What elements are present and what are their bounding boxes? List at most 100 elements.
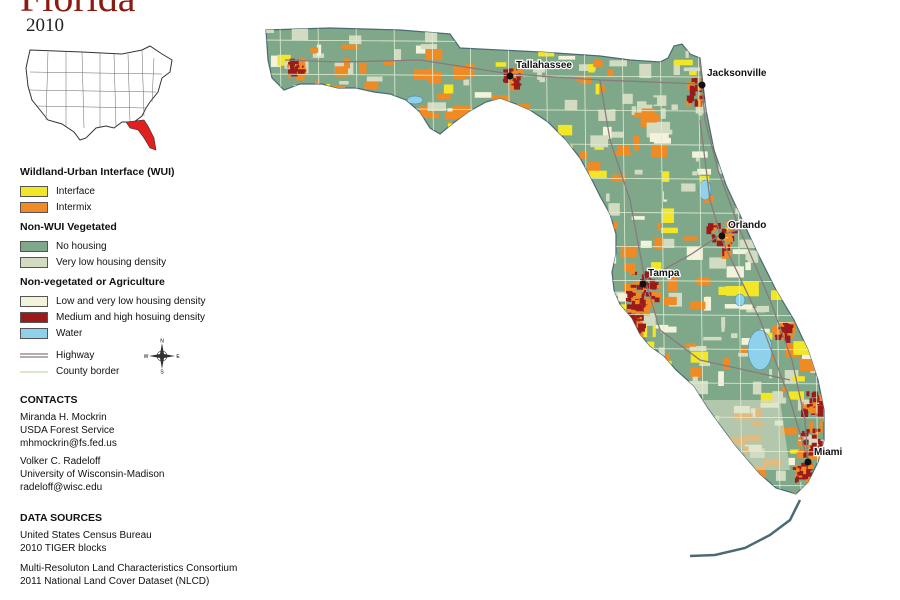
land-cover-patch xyxy=(508,424,520,438)
land-cover-patch xyxy=(396,335,407,340)
land-cover-patch xyxy=(682,201,699,216)
land-cover-patch xyxy=(740,348,755,353)
urban-patch xyxy=(815,450,823,456)
land-cover-patch xyxy=(346,325,353,338)
land-cover-patch xyxy=(285,300,294,310)
land-cover-patch xyxy=(501,176,519,182)
land-cover-patch xyxy=(447,235,460,246)
land-cover-patch xyxy=(296,134,313,149)
land-cover-patch xyxy=(642,486,650,490)
land-cover-patch xyxy=(407,366,415,378)
land-cover-patch xyxy=(444,476,456,491)
land-cover-patch xyxy=(278,306,286,313)
land-cover-patch xyxy=(815,98,824,109)
land-cover-patch xyxy=(832,493,838,501)
land-cover-patch xyxy=(387,110,393,120)
land-cover-patch xyxy=(735,77,741,93)
land-cover-patch xyxy=(737,190,753,198)
land-cover-patch xyxy=(828,85,842,95)
land-cover-patch xyxy=(653,95,667,106)
compass-w: W xyxy=(144,354,149,360)
land-cover-patch xyxy=(499,478,516,494)
city-label-jacksonville: Jacksonville xyxy=(707,68,767,79)
land-cover-patch xyxy=(300,150,309,160)
land-cover-patch xyxy=(743,298,753,305)
land-cover-patch xyxy=(416,213,432,218)
legend-label-county-border: County border xyxy=(56,365,120,377)
land-cover-patch xyxy=(407,300,426,307)
land-cover-patch xyxy=(742,390,761,402)
land-cover-patch xyxy=(703,296,712,311)
land-cover-patch xyxy=(809,122,822,126)
land-cover-patch xyxy=(401,133,415,144)
land-cover-patch xyxy=(315,80,319,91)
urban-patch xyxy=(695,426,700,431)
urban-patch xyxy=(730,241,733,244)
urban-patch xyxy=(794,477,798,483)
land-cover-patch xyxy=(453,155,466,168)
urban-patch xyxy=(727,244,731,253)
us-locator-map xyxy=(25,45,173,151)
land-cover-patch xyxy=(386,322,399,331)
land-cover-patch xyxy=(587,367,599,380)
urban-patch xyxy=(805,477,811,484)
land-cover-patch xyxy=(593,60,603,67)
urban-patch xyxy=(796,451,805,459)
urban-patch xyxy=(717,222,721,230)
land-cover-patch xyxy=(419,484,424,494)
land-cover-patch xyxy=(439,489,459,494)
compass-rose-icon: N S E W xyxy=(144,339,180,375)
contact-1-email: mhmockrin@fs.fed.us xyxy=(20,438,117,449)
land-cover-patch xyxy=(690,220,706,227)
urban-patch xyxy=(806,469,811,476)
urban-patch xyxy=(633,281,640,284)
urban-patch xyxy=(638,323,646,329)
land-cover-patch xyxy=(269,318,282,329)
urban-patch xyxy=(290,60,295,67)
land-cover-patch xyxy=(646,411,664,415)
land-cover-patch xyxy=(785,119,799,125)
land-cover-patch xyxy=(652,324,669,331)
land-cover-patch xyxy=(308,376,321,381)
land-cover-patch xyxy=(579,305,584,310)
land-cover-patch xyxy=(602,126,612,139)
land-cover-patch xyxy=(660,359,665,372)
urban-patch xyxy=(711,234,716,238)
land-cover-patch xyxy=(634,169,643,175)
land-cover-patch xyxy=(269,402,288,410)
land-cover-patch xyxy=(625,459,629,474)
land-cover-patch xyxy=(564,99,578,111)
legend-label-no-housing: No housing xyxy=(56,240,107,252)
land-cover-patch xyxy=(624,283,636,292)
land-cover-patch xyxy=(352,438,363,448)
land-cover-patch xyxy=(377,343,385,352)
land-cover-patch xyxy=(657,222,661,231)
land-cover-patch xyxy=(572,81,581,85)
urban-patch xyxy=(803,477,807,480)
land-cover-patch xyxy=(348,411,358,425)
city-miami: Miami xyxy=(804,446,844,466)
land-cover-patch xyxy=(300,381,312,391)
land-cover-patch xyxy=(605,408,622,423)
land-cover-patch xyxy=(335,250,347,255)
land-cover-patch xyxy=(378,408,384,418)
land-cover-patch xyxy=(775,470,786,481)
land-cover-patch xyxy=(266,172,276,177)
land-cover-patch xyxy=(819,356,824,362)
land-cover-patch xyxy=(298,383,307,389)
urban-patch xyxy=(649,282,656,290)
land-cover-patch xyxy=(547,30,564,35)
urban-patch xyxy=(797,437,805,440)
urban-patch xyxy=(692,88,696,96)
land-cover-patch xyxy=(534,438,542,442)
land-cover-patch xyxy=(792,376,805,382)
land-cover-patch xyxy=(766,32,771,45)
land-cover-patch xyxy=(470,187,484,202)
land-cover-patch xyxy=(754,128,760,144)
land-cover-patch xyxy=(532,114,537,128)
land-cover-patch xyxy=(544,367,552,372)
urban-patch xyxy=(808,450,815,456)
land-cover-patch xyxy=(682,474,699,481)
land-cover-patch xyxy=(552,224,559,238)
land-cover-patch xyxy=(760,153,774,162)
